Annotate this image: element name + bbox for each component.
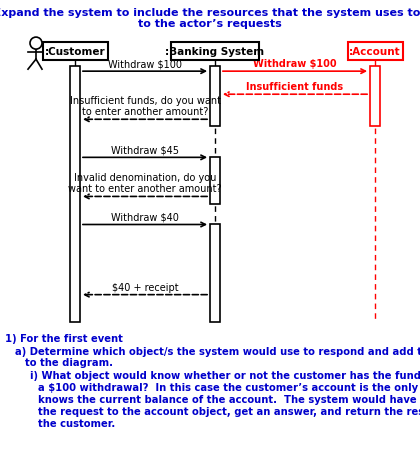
Text: $40 + receipt: $40 + receipt: [112, 282, 178, 292]
Text: Withdraw $45: Withdraw $45: [111, 145, 179, 155]
Text: knows the current balance of the account.  The system would have to forward: knows the current balance of the account…: [38, 394, 420, 404]
Bar: [210, 158, 220, 205]
Bar: [70, 67, 80, 322]
Text: to the actor’s requests: to the actor’s requests: [138, 19, 282, 29]
Text: i) What object would know whether or not the customer has the funds to support: i) What object would know whether or not…: [30, 370, 420, 380]
Text: :Customer: :Customer: [45, 47, 105, 57]
Text: Insufficient funds: Insufficient funds: [247, 82, 344, 92]
Text: to the diagram.: to the diagram.: [25, 357, 113, 367]
Text: :Account: :Account: [349, 47, 401, 57]
Text: the customer.: the customer.: [38, 418, 115, 428]
Bar: [210, 67, 220, 127]
Text: :Banking System: :Banking System: [165, 47, 265, 57]
Text: the request to the account object, get an answer, and return the result to: the request to the account object, get a…: [38, 406, 420, 416]
Text: Withdraw $40: Withdraw $40: [111, 212, 179, 222]
Text: Withdraw $100: Withdraw $100: [108, 59, 182, 69]
Text: Invalid denomination, do you
want to enter another amount?: Invalid denomination, do you want to ent…: [68, 173, 222, 194]
Bar: [210, 225, 220, 322]
Bar: [347, 43, 402, 61]
Text: Step 2: Expand the system to include the resources that the system uses to respo: Step 2: Expand the system to include the…: [0, 8, 420, 18]
Text: 1) For the first event: 1) For the first event: [5, 333, 123, 343]
Text: Withdraw $100: Withdraw $100: [253, 59, 337, 69]
Bar: [370, 67, 380, 127]
Bar: [171, 43, 259, 61]
Text: a $100 withdrawal?  In this case the customer’s account is the only object that: a $100 withdrawal? In this case the cust…: [38, 382, 420, 392]
Text: a) Determine which object/s the system would use to respond and add the object: a) Determine which object/s the system w…: [15, 346, 420, 356]
Circle shape: [30, 38, 42, 50]
Text: Insufficient funds, do you want
to enter another amount?: Insufficient funds, do you want to enter…: [69, 95, 220, 117]
Bar: [42, 43, 108, 61]
